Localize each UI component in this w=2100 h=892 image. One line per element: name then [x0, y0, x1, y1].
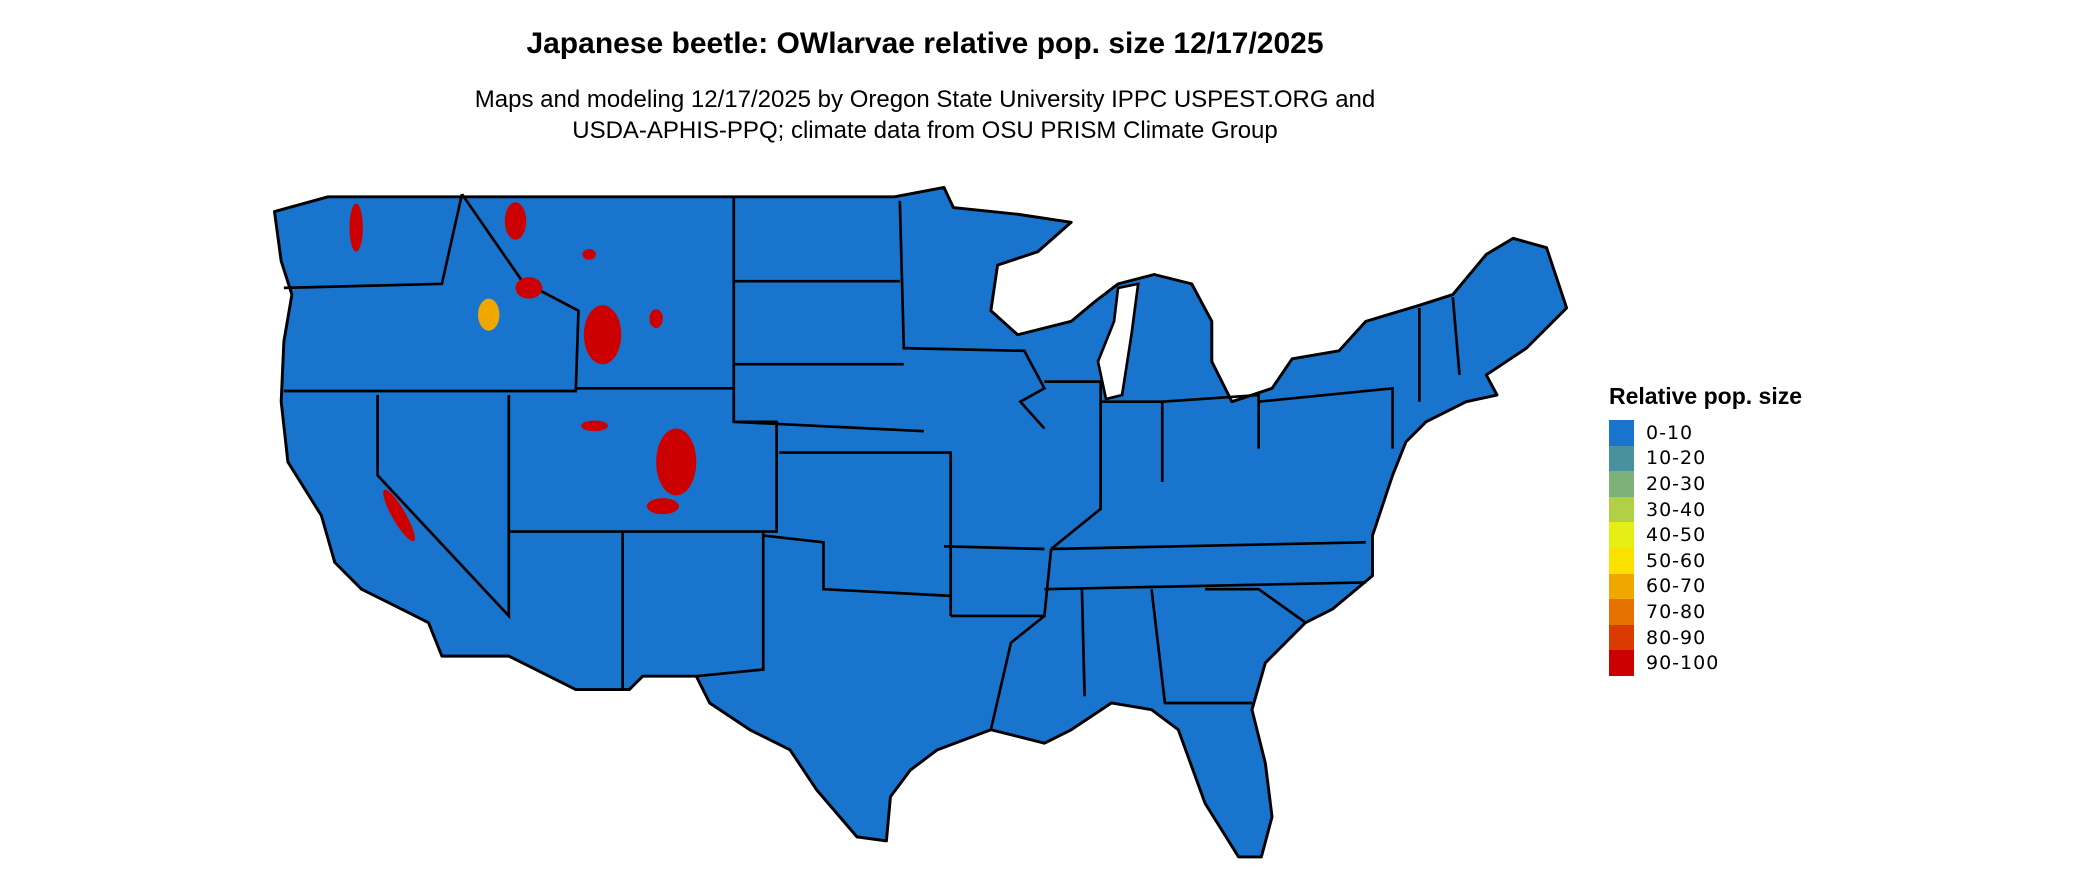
hotspot-montana-west	[582, 249, 596, 260]
legend-swatch	[1609, 471, 1634, 497]
hotspot-utah	[581, 420, 608, 432]
legend-swatch	[1609, 445, 1634, 472]
legend-swatch	[1609, 650, 1634, 676]
legend-item: 70-80	[1609, 599, 1802, 625]
legend-swatch	[1609, 496, 1634, 523]
legend-label: 50-60	[1646, 549, 1707, 572]
legend-label: 10-20	[1646, 447, 1707, 470]
subtitle-line-2: USDA-APHIS-PPQ; climate data from OSU PR…	[572, 117, 1278, 144]
hotspot-idaho	[515, 277, 543, 299]
lake-michigan	[1096, 282, 1140, 401]
us-outline	[273, 185, 1569, 859]
state-borders	[283, 193, 1461, 731]
legend-item: 20-30	[1609, 471, 1802, 497]
legend-label: 20-30	[1646, 472, 1707, 495]
legend-label: 80-90	[1646, 626, 1707, 649]
legend-item: 90-100	[1609, 650, 1802, 676]
legend-label: 70-80	[1646, 600, 1707, 623]
hotspot-colorado	[656, 428, 697, 496]
legend-item: 60-70	[1609, 573, 1802, 600]
hotspot-sierra-nevada	[383, 489, 415, 542]
high-population-areas	[349, 202, 697, 542]
legend-label: 40-50	[1646, 524, 1707, 547]
legend-item: 10-20	[1609, 445, 1802, 472]
legend-label: 0-10	[1646, 421, 1694, 444]
legend-item: 30-40	[1609, 496, 1802, 523]
legend-item: 80-90	[1609, 624, 1802, 651]
hotspot-colorado-south	[646, 498, 679, 515]
hotspot-washington	[349, 203, 363, 252]
legend-label: 60-70	[1646, 575, 1707, 598]
hotspot-oregon-idaho	[478, 298, 500, 331]
legend-label: 30-40	[1646, 498, 1707, 521]
legend-swatch	[1609, 547, 1634, 574]
hotspot-wyoming	[583, 305, 622, 365]
legend-swatch	[1609, 599, 1634, 625]
legend-swatch	[1609, 624, 1634, 651]
legend-item: 0-10	[1609, 420, 1802, 446]
legend-title: Relative pop. size	[1609, 383, 1803, 409]
hotspot-montana	[504, 202, 527, 240]
legend-swatch	[1609, 420, 1634, 446]
legend-item: 40-50	[1609, 522, 1802, 548]
legend-swatch	[1609, 522, 1634, 548]
map-title: Japanese beetle: OWlarvae relative pop. …	[526, 27, 1324, 60]
subtitle-line-1: Maps and modeling 12/17/2025 by Oregon S…	[474, 86, 1376, 113]
legend-item: 50-60	[1609, 547, 1802, 574]
map-subtitle: Maps and modeling 12/17/2025 by Oregon S…	[0, 84, 1850, 146]
legend: Relative pop. size 0-10 10-20 20-30 30-40 40…	[1609, 383, 1802, 676]
legend-label: 90-100	[1646, 652, 1720, 675]
hotspot-wyoming-east	[649, 309, 663, 329]
legend-swatch	[1609, 573, 1634, 600]
